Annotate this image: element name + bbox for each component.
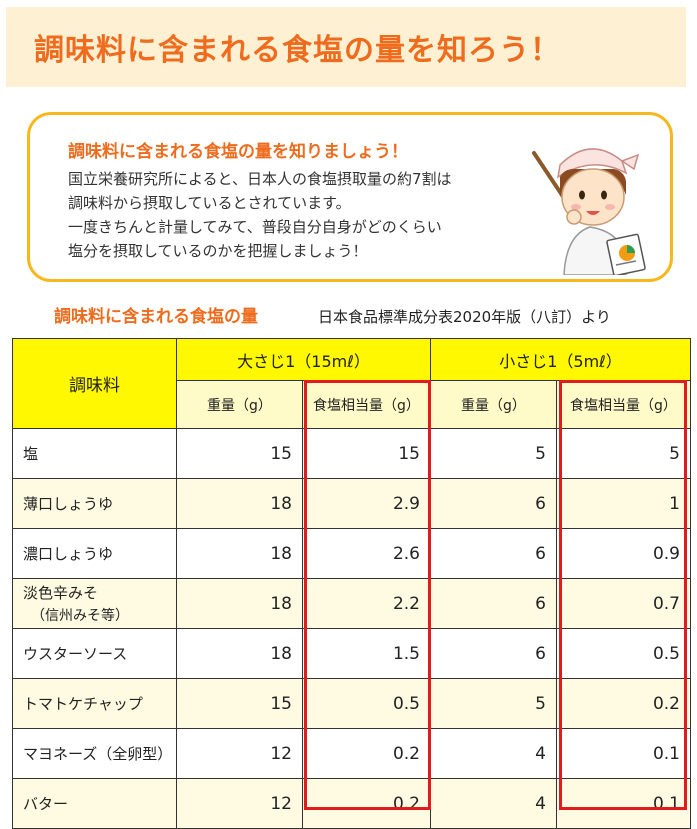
cell-value: 0.1 (556, 778, 691, 829)
cell-value: 2.6 (302, 528, 431, 579)
cell-value: 15 (176, 428, 303, 479)
subheader-weight: 重量（g） (430, 380, 557, 429)
cell-value: 0.5 (302, 678, 431, 729)
seasoning-name: トマトケチャップ (12, 678, 177, 729)
seasoning-label: バター (23, 795, 69, 813)
table-row: バター 12 0.2 4 0.1 (12, 778, 691, 829)
salt-table: 調味料 大さじ1（15mℓ） 小さじ1（5mℓ） 重量（g） 食塩相当量（g） … (12, 338, 691, 829)
cell-value: 6 (430, 578, 557, 629)
cell-value: 18 (176, 578, 303, 629)
cell-value: 0.7 (556, 578, 691, 629)
cell-value: 2.9 (302, 478, 431, 529)
cell-value: 15 (176, 678, 303, 729)
header-tablespoon: 大さじ1（15mℓ） (176, 338, 431, 381)
seasoning-name: 塩 (12, 428, 177, 479)
cell-value: 5 (430, 678, 557, 729)
info-line: 塩分を摂取しているのかを把握しましょう！ (68, 242, 368, 260)
seasoning-label: 塩 (23, 445, 39, 463)
seasoning-name: マヨネーズ（全卵型） (12, 728, 177, 779)
cell-value: 0.9 (556, 528, 691, 579)
info-line: 一度きちんと計量してみて、普段自分自身がどのくらい (68, 218, 442, 236)
seasoning-label: 淡色辛みそ (23, 584, 99, 602)
cell-value: 15 (302, 428, 431, 479)
info-box: 調味料に含まれる食塩の量を知りましょう！ 国立栄養研究所によると、日本人の食塩摂… (27, 112, 673, 282)
source-note: 日本食品標準成分表2020年版（八訂）より (318, 308, 611, 326)
cell-value: 12 (176, 728, 303, 779)
table-row: 濃口しょうゆ 18 2.6 6 0.9 (12, 528, 691, 579)
seasoning-label: 濃口しょうゆ (23, 545, 114, 563)
cell-value: 1.5 (302, 628, 431, 679)
table-row: 薄口しょうゆ 18 2.9 6 1 (12, 478, 691, 529)
subheader-weight: 重量（g） (176, 380, 303, 429)
table-row: 塩 15 15 5 5 (12, 428, 691, 479)
cell-value: 6 (430, 628, 557, 679)
table-row: マヨネーズ（全卵型） 12 0.2 4 0.1 (12, 728, 691, 779)
seasoning-name: バター (12, 778, 177, 829)
cell-value: 0.2 (556, 678, 691, 729)
info-body: 国立栄養研究所によると、日本人の食塩摂取量の約7割は 調味料から摂取しているとさ… (68, 167, 528, 263)
cell-value: 5 (556, 428, 691, 479)
cell-value: 1 (556, 478, 691, 529)
cell-value: 12 (176, 778, 303, 829)
subheader-salt: 食塩相当量（g） (302, 380, 431, 429)
header-seasoning: 調味料 (12, 338, 177, 429)
header-teaspoon: 小さじ1（5mℓ） (430, 338, 691, 381)
seasoning-name: 薄口しょうゆ (12, 478, 177, 529)
cell-value: 4 (430, 778, 557, 829)
seasoning-name: ウスターソース (12, 628, 177, 679)
info-line: 国立栄養研究所によると、日本人の食塩摂取量の約7割は (68, 170, 452, 188)
info-heading: 調味料に含まれる食塩の量を知りましょう！ (68, 142, 408, 162)
seasoning-name: 淡色辛みそ （信州みそ等） (12, 578, 177, 629)
cell-value: 6 (430, 528, 557, 579)
seasoning-label: 薄口しょうゆ (23, 495, 114, 513)
teacher-illustration-icon (532, 148, 646, 275)
subheader-salt: 食塩相当量（g） (556, 380, 691, 429)
cell-value: 0.2 (302, 778, 431, 829)
table-row: トマトケチャップ 15 0.5 5 0.2 (12, 678, 691, 729)
seasoning-name: 濃口しょうゆ (12, 528, 177, 579)
page-title: 調味料に含まれる食塩の量を知ろう！ (34, 33, 561, 68)
cell-value: 18 (176, 478, 303, 529)
title-banner: 調味料に含まれる食塩の量を知ろう！ (6, 7, 686, 87)
cell-value: 6 (430, 478, 557, 529)
cell-value: 2.2 (302, 578, 431, 629)
cell-value: 4 (430, 728, 557, 779)
cell-value: 0.2 (302, 728, 431, 779)
cell-value: 0.5 (556, 628, 691, 679)
table-row: ウスターソース 18 1.5 6 0.5 (12, 628, 691, 679)
cell-value: 18 (176, 628, 303, 679)
seasoning-label: トマトケチャップ (23, 695, 143, 713)
cell-value: 0.1 (556, 728, 691, 779)
seasoning-note: （信州みそ等） (31, 608, 129, 624)
seasoning-label: マヨネーズ（全卵型） (23, 745, 173, 763)
table-heading: 調味料に含まれる食塩の量 (54, 307, 258, 327)
info-line: 調味料から摂取しているとされています。 (68, 194, 351, 212)
cell-value: 18 (176, 528, 303, 579)
table-row: 淡色辛みそ （信州みそ等） 18 2.2 6 0.7 (12, 578, 691, 629)
seasoning-label: ウスターソース (23, 645, 128, 663)
cell-value: 5 (430, 428, 557, 479)
